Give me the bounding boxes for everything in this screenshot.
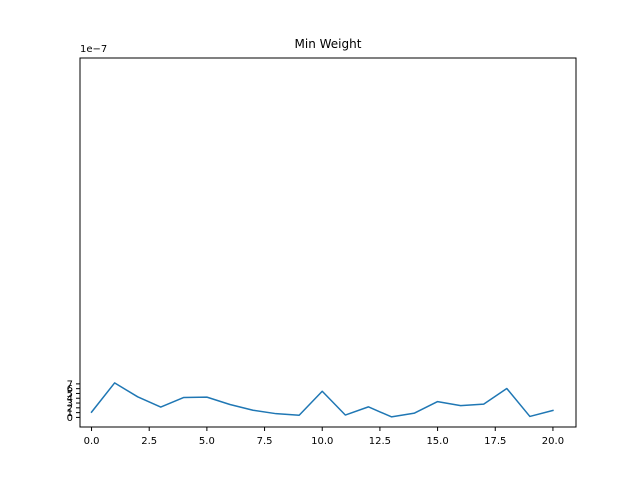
axes-frame: [79, 57, 577, 428]
x-tick-label: 5.0: [199, 436, 215, 447]
y-tick-label: 7: [67, 379, 73, 390]
x-tick-label: 0.0: [84, 436, 100, 447]
x-tick-label: 20.0: [542, 436, 564, 447]
y-tick-label: 3: [67, 399, 73, 410]
x-tick-label: 10.0: [311, 436, 333, 447]
y-tick-label: 5: [67, 389, 73, 400]
y-tick-label: 0: [67, 413, 73, 424]
x-tick-label: 2.5: [141, 436, 157, 447]
x-tick-label: 12.5: [369, 436, 391, 447]
y-scale-label: 1e−7: [80, 44, 107, 55]
x-tick-label: 7.5: [257, 436, 273, 447]
y-tick-label: 1: [67, 408, 73, 419]
y-tick-label: 6: [67, 384, 73, 395]
series-line-0: [90, 382, 554, 418]
chart-title: Min Weight: [295, 37, 362, 51]
y-tick-label: 2: [67, 403, 73, 414]
x-tick-label: 15.0: [426, 436, 448, 447]
x-tick-label: 17.5: [484, 436, 506, 447]
y-tick-label: 4: [67, 394, 73, 405]
